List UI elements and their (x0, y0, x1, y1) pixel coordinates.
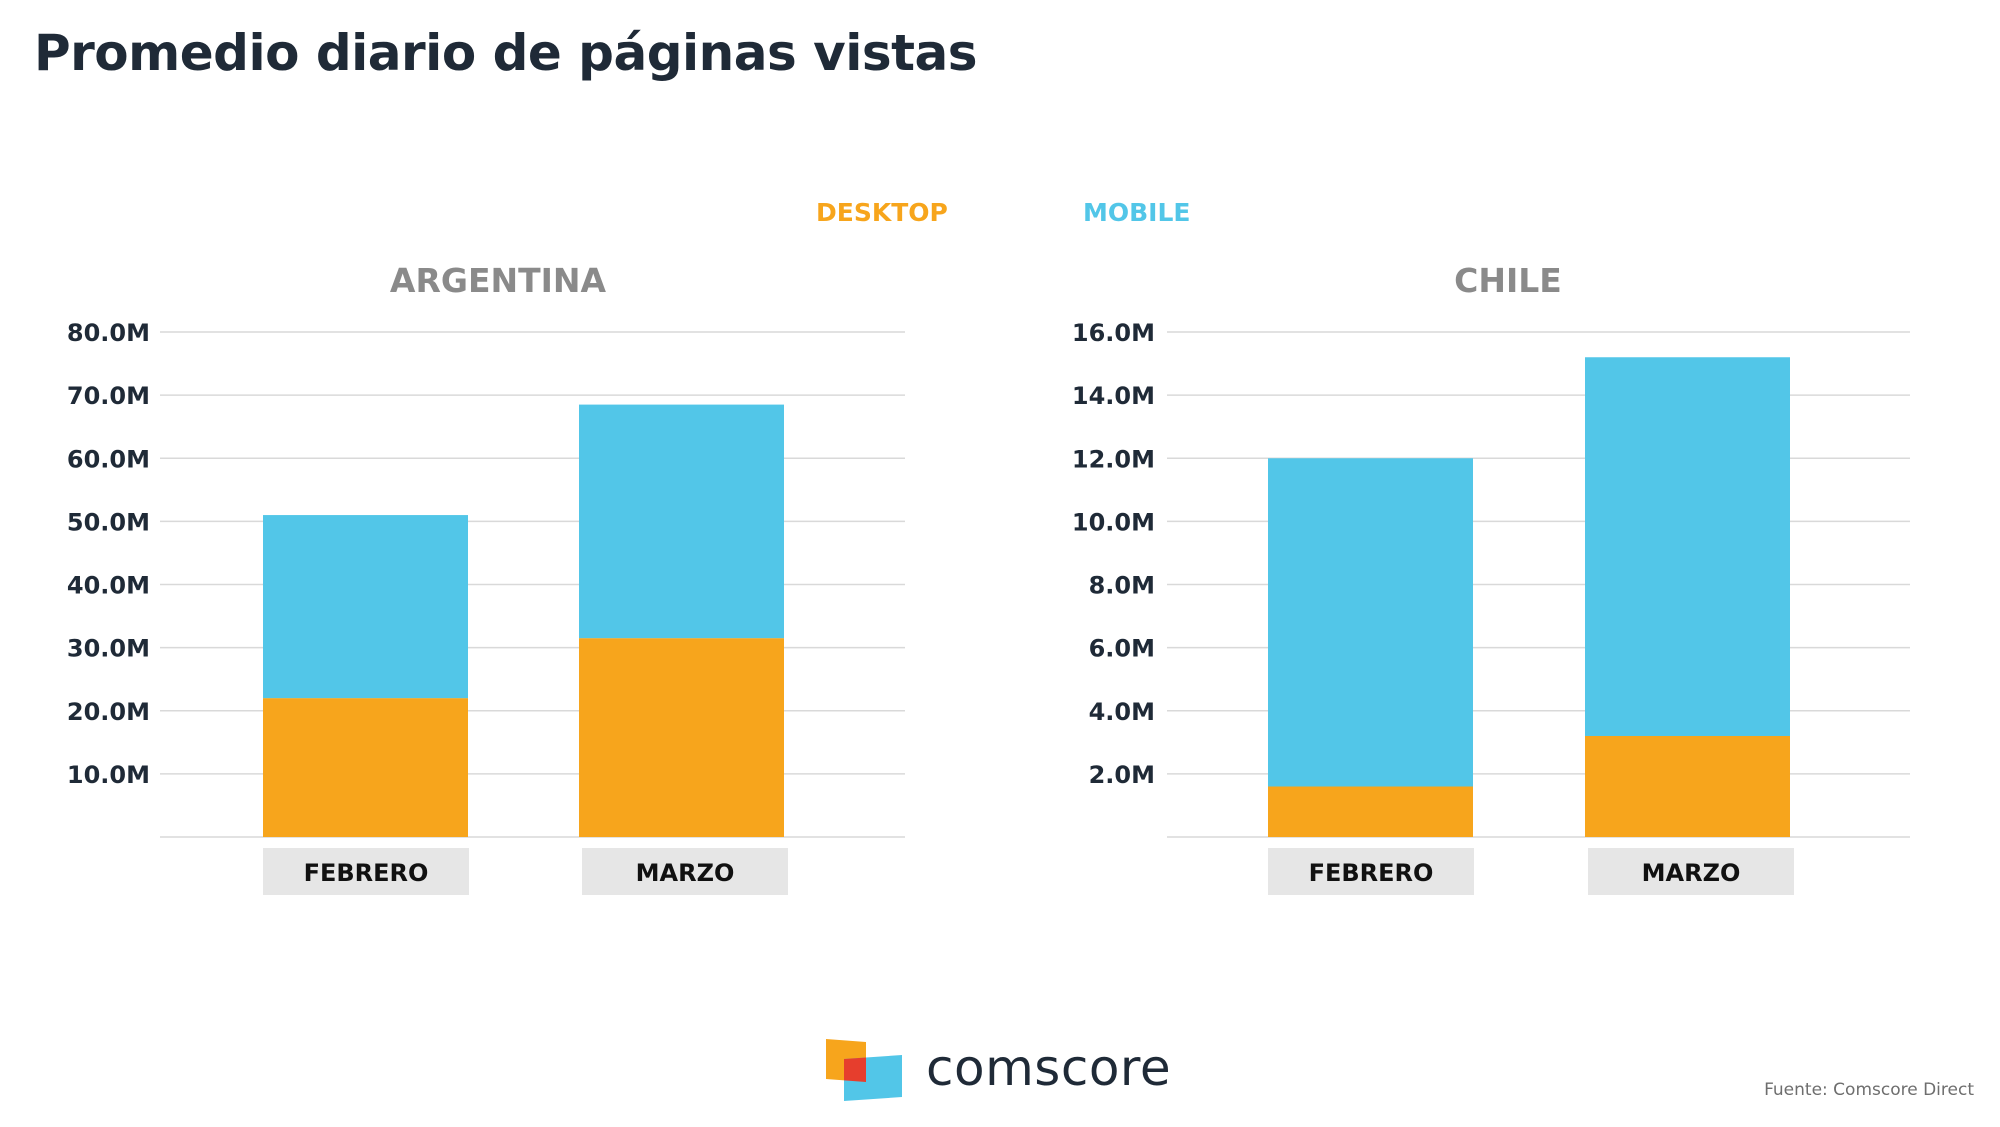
bar-desktop-febrero (263, 698, 468, 837)
y-tick-label: 12.0M (1072, 445, 1155, 473)
y-tick-label: 10.0M (1072, 508, 1155, 536)
logo-text: comscore (926, 1039, 1172, 1097)
y-tick-label: 70.0M (67, 382, 150, 410)
legend-desktop: DESKTOP (816, 198, 948, 227)
chart-chile: CHILE 2.0M 4.0M 6.0M 8.0M 10.0M 12.0M 14.0M 16.0… (1072, 261, 1910, 895)
y-tick-label: 6.0M (1089, 635, 1155, 663)
bar-desktop-marzo (1585, 736, 1790, 837)
category-label: FEBRERO (1309, 859, 1434, 887)
chart-legend: DESKTOP MOBILE (0, 198, 2000, 234)
legend-mobile: MOBILE (1083, 198, 1191, 227)
y-tick-label: 50.0M (67, 508, 150, 536)
source-note: Fuente: Comscore Direct (1764, 1080, 1974, 1100)
bar-desktop-marzo (579, 638, 784, 837)
bar-desktop-febrero (1268, 786, 1473, 837)
category-label: MARZO (1642, 859, 1741, 887)
y-tick-label: 16.0M (1072, 319, 1155, 347)
category-box (582, 848, 788, 895)
category-box (263, 848, 469, 895)
chart-title-argentina: ARGENTINA (390, 261, 607, 300)
y-tick-label: 60.0M (67, 445, 150, 473)
y-tick-label: 4.0M (1089, 698, 1155, 726)
chart-title-chile: CHILE (1454, 261, 1562, 300)
comscore-logo-icon (826, 1039, 902, 1101)
bar-mobile-febrero (263, 515, 468, 699)
bar-mobile-marzo (1585, 357, 1790, 736)
category-label: FEBRERO (304, 859, 429, 887)
y-tick-label: 10.0M (67, 761, 150, 789)
y-tick-label: 40.0M (67, 572, 150, 600)
bar-mobile-marzo (579, 404, 784, 639)
y-tick-label: 80.0M (67, 319, 150, 347)
chart-argentina: ARGENTINA 10.0M 20.0M 30.0M 40.0M 50.0M 60.0M 7… (67, 261, 905, 895)
y-tick-label: 30.0M (67, 635, 150, 663)
y-tick-label: 8.0M (1089, 572, 1155, 600)
y-tick-label: 20.0M (67, 698, 150, 726)
y-tick-label: 2.0M (1089, 761, 1155, 789)
category-box (1268, 848, 1474, 895)
bar-mobile-febrero (1268, 458, 1473, 787)
comscore-logo: comscore (826, 1036, 1186, 1101)
category-box (1588, 848, 1794, 895)
page-title: Promedio diario de páginas vistas (34, 24, 978, 82)
category-label: MARZO (636, 859, 735, 887)
y-tick-label: 14.0M (1072, 382, 1155, 410)
